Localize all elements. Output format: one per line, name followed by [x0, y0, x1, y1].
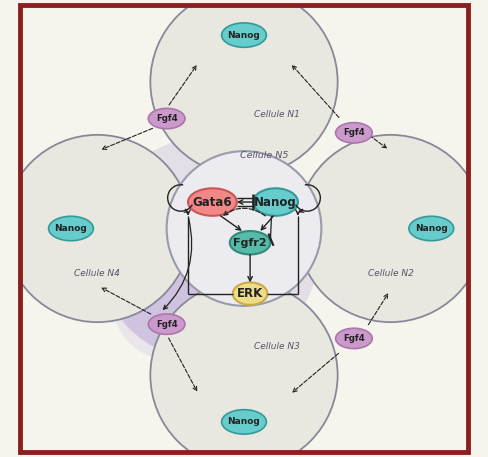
Circle shape — [4, 135, 191, 322]
Text: Fgf4: Fgf4 — [156, 114, 178, 123]
Text: Fgf4: Fgf4 — [343, 334, 365, 343]
Ellipse shape — [222, 409, 266, 434]
Ellipse shape — [222, 23, 266, 48]
Text: Cellule N1: Cellule N1 — [254, 110, 300, 119]
Text: Nanog: Nanog — [227, 417, 261, 426]
Ellipse shape — [336, 328, 372, 349]
Ellipse shape — [148, 108, 185, 129]
Text: Nanog: Nanog — [254, 196, 297, 208]
Text: Fgf4: Fgf4 — [343, 128, 365, 137]
Text: Nanog: Nanog — [227, 31, 261, 40]
Circle shape — [150, 0, 338, 175]
Ellipse shape — [112, 239, 234, 361]
Circle shape — [150, 282, 338, 457]
Ellipse shape — [106, 183, 280, 356]
Ellipse shape — [409, 216, 454, 241]
Bar — [20, 5, 468, 452]
Text: Fgfr2: Fgfr2 — [233, 238, 267, 248]
Text: Nanog: Nanog — [55, 224, 87, 233]
Ellipse shape — [95, 137, 319, 361]
Text: Cellule N3: Cellule N3 — [254, 342, 300, 351]
Text: ERK: ERK — [237, 287, 263, 300]
Text: Cellule N5: Cellule N5 — [240, 151, 288, 159]
Text: Cellule N4: Cellule N4 — [75, 269, 121, 278]
Circle shape — [297, 135, 484, 322]
Circle shape — [166, 151, 322, 306]
Text: Gata6: Gata6 — [193, 196, 232, 208]
Ellipse shape — [253, 188, 298, 216]
Ellipse shape — [188, 188, 237, 216]
Ellipse shape — [49, 216, 93, 241]
Ellipse shape — [230, 231, 270, 255]
Text: Nanog: Nanog — [415, 224, 447, 233]
Text: Cellule N2: Cellule N2 — [367, 269, 413, 278]
Ellipse shape — [336, 122, 372, 143]
Ellipse shape — [233, 282, 267, 305]
Ellipse shape — [148, 314, 185, 335]
Text: Fgf4: Fgf4 — [156, 320, 178, 329]
